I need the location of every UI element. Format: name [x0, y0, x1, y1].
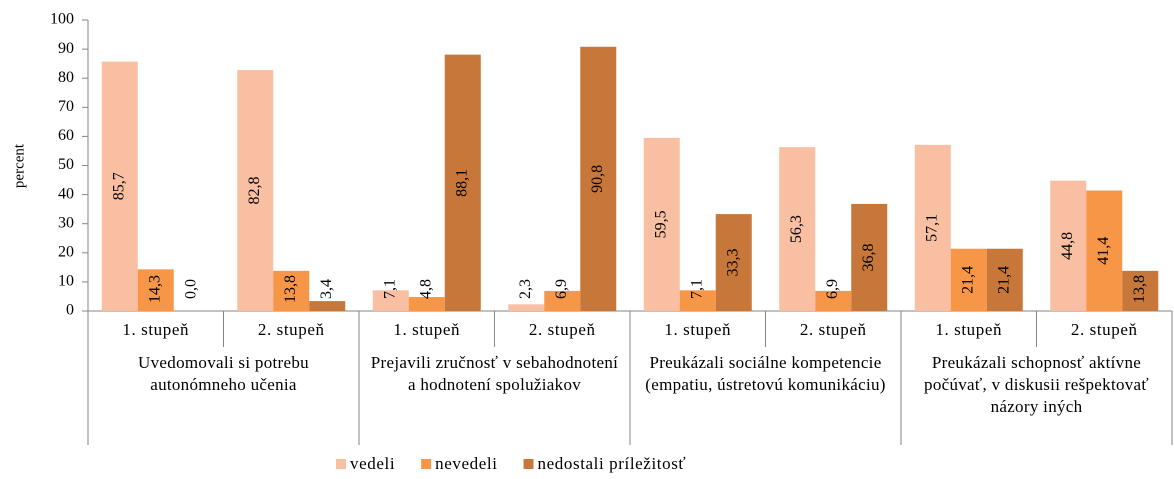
bar — [408, 297, 445, 311]
data-label: 88,1 — [453, 169, 470, 197]
data-label: 56,3 — [788, 215, 805, 243]
bar — [779, 147, 816, 311]
legend-swatch — [523, 459, 534, 469]
bar — [508, 304, 545, 311]
data-label: 2,3 — [517, 279, 534, 299]
data-label: 59,5 — [652, 210, 669, 238]
bar — [309, 301, 346, 311]
bar — [372, 290, 409, 311]
bar — [273, 270, 310, 311]
y-tick-label: 60 — [58, 127, 74, 144]
legend-swatch — [421, 459, 432, 469]
group-label: Prejavili zručnosť v sebahodnotení a hod… — [370, 353, 619, 394]
data-label: 44,8 — [1059, 232, 1076, 260]
bar — [237, 70, 274, 311]
legend-swatch — [336, 459, 346, 469]
data-label: 3,4 — [318, 279, 335, 299]
bar — [851, 203, 888, 311]
y-tick-label: 80 — [58, 69, 74, 86]
bar — [444, 54, 481, 312]
x-tick-label: 1. stupeň — [122, 320, 189, 339]
group-label: Preukázali schopnosť aktívne počúvať, v … — [924, 353, 1149, 416]
y-tick-label: 90 — [58, 40, 74, 57]
bar — [1050, 180, 1087, 311]
bar — [580, 46, 617, 311]
x-tick-label: 1. stupeň — [935, 320, 1002, 339]
group-label: Preukázali sociálne kompetencie (empatiu… — [645, 353, 886, 394]
data-label: 36,8 — [860, 243, 877, 271]
bar — [137, 269, 174, 311]
data-label: 0,0 — [182, 279, 199, 299]
x-tick-label: 1. stupeň — [664, 320, 731, 339]
y-axis-label: percent — [11, 143, 27, 188]
y-tick-label: 50 — [58, 156, 74, 173]
bar — [715, 214, 752, 311]
bar — [1086, 190, 1123, 311]
x-tick-label: 2. stupeň — [800, 320, 867, 339]
x-tick-label: 2. stupeň — [258, 320, 325, 339]
data-label: 90,8 — [589, 165, 606, 193]
bar — [101, 61, 138, 311]
data-label: 41,4 — [1095, 237, 1112, 265]
data-label: 6,9 — [553, 279, 570, 299]
legend-label: nevedeli — [435, 454, 497, 473]
data-label: 57,1 — [923, 214, 940, 242]
data-label: 33,3 — [724, 249, 741, 277]
data-label: 85,7 — [110, 172, 127, 200]
bar — [815, 290, 852, 311]
bar — [544, 290, 581, 311]
data-label: 21,4 — [959, 266, 976, 294]
y-tick-label: 100 — [50, 11, 74, 28]
bar — [679, 290, 716, 311]
legend-label: nedostali príležitosť — [538, 454, 687, 473]
bar — [1122, 270, 1159, 311]
bar — [643, 137, 680, 311]
data-label: 7,1 — [381, 279, 398, 299]
data-label: 14,3 — [146, 275, 163, 303]
group-label: Uvedomovali si potrebu autonómneho učeni… — [138, 353, 309, 394]
data-label: 4,8 — [417, 279, 434, 299]
y-tick-label: 40 — [58, 185, 74, 202]
x-tick-label: 1. stupeň — [393, 320, 460, 339]
x-tick-label: 2. stupeň — [529, 320, 596, 339]
bar — [986, 248, 1023, 311]
y-tick-label: 0 — [66, 302, 74, 319]
data-label: 6,9 — [824, 279, 841, 299]
y-tick-label: 70 — [58, 98, 74, 115]
data-label: 82,8 — [246, 177, 263, 205]
y-tick-label: 20 — [58, 243, 74, 260]
y-tick-label: 30 — [58, 214, 74, 231]
bar — [914, 144, 951, 311]
x-tick-label: 2. stupeň — [1071, 320, 1138, 339]
data-label: 7,1 — [688, 279, 705, 299]
legend-label: vedeli — [350, 454, 395, 473]
data-label: 21,4 — [995, 266, 1012, 294]
data-label: 13,8 — [282, 275, 299, 303]
bar — [950, 248, 987, 311]
data-label: 13,8 — [1131, 275, 1148, 303]
y-tick-label: 10 — [58, 273, 74, 290]
